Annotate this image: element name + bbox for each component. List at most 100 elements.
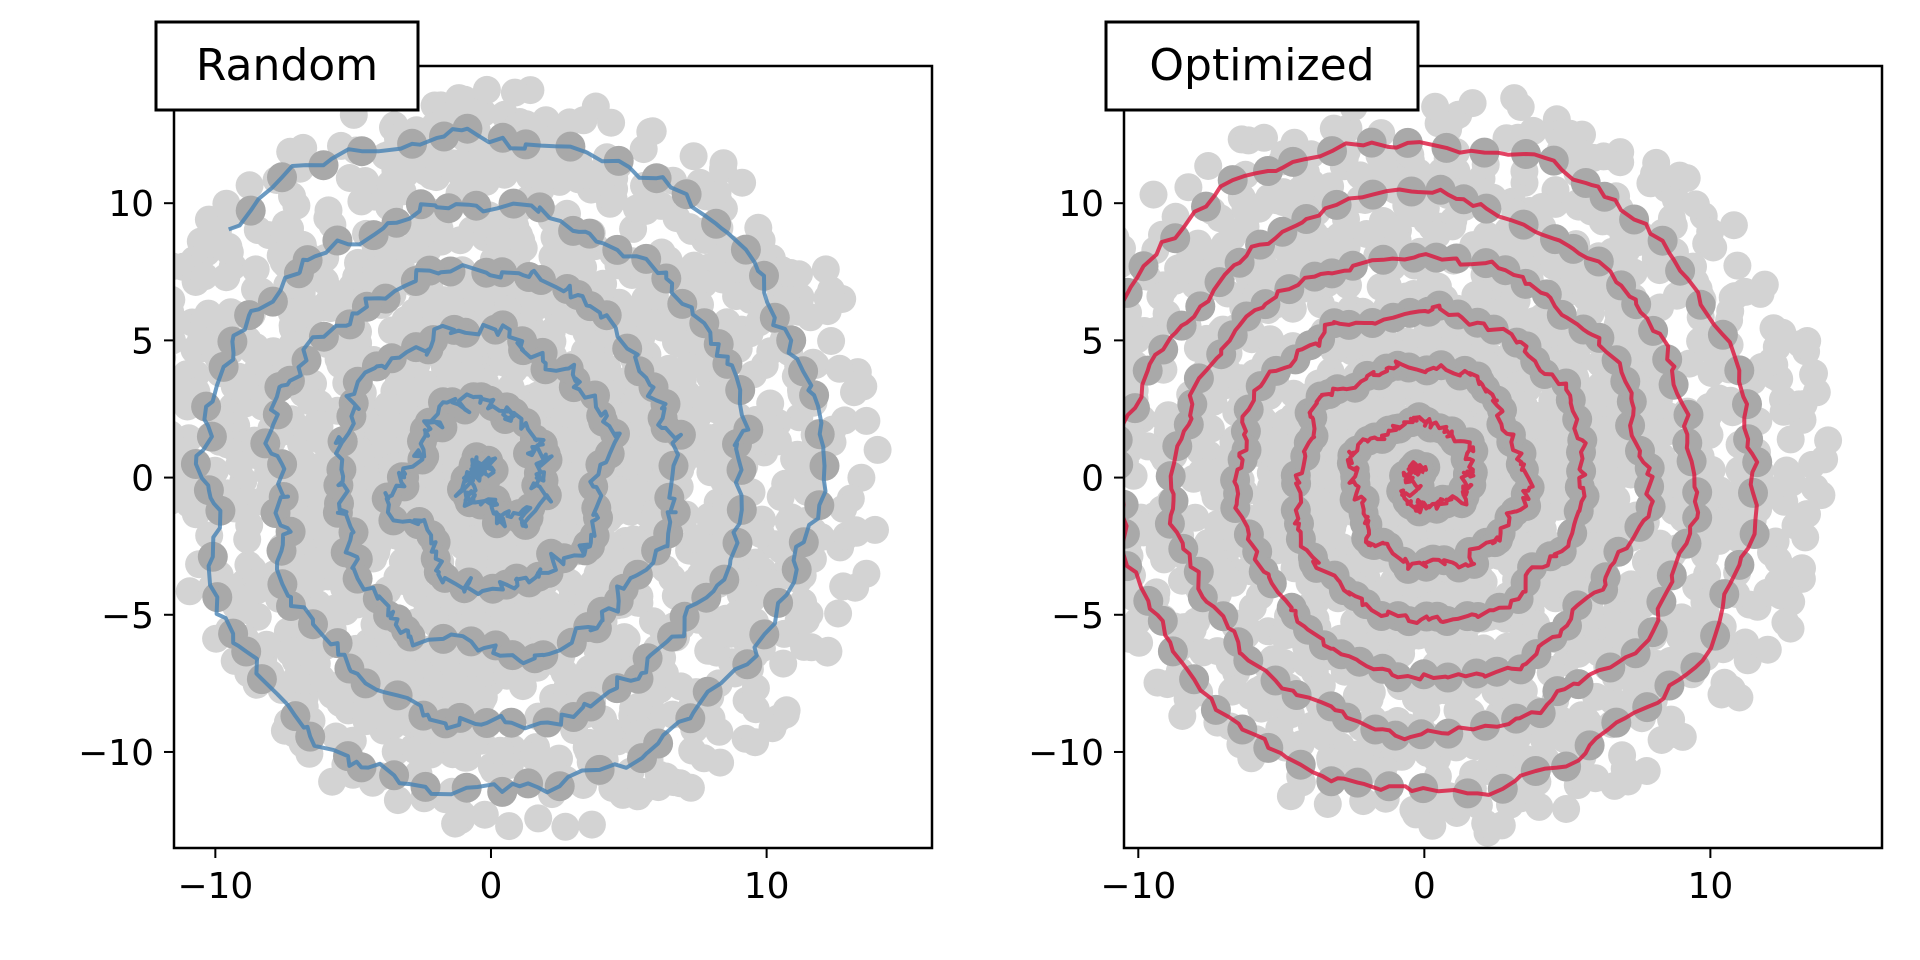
unvisited-point <box>109 373 137 401</box>
unvisited-point <box>1530 726 1558 754</box>
unvisited-point <box>627 778 655 806</box>
unvisited-point <box>578 811 606 839</box>
x-tick-label: 0 <box>480 866 503 907</box>
unvisited-point <box>677 774 705 802</box>
unvisited-point <box>575 729 603 757</box>
unvisited-point <box>445 84 473 112</box>
unvisited-point <box>1032 406 1060 434</box>
unvisited-point <box>384 786 412 814</box>
unvisited-point <box>276 215 304 243</box>
unvisited-point <box>1020 376 1048 404</box>
unvisited-point <box>784 441 812 469</box>
unvisited-point <box>1080 523 1108 551</box>
unvisited-point <box>305 410 333 438</box>
unvisited-point <box>1791 523 1819 551</box>
unvisited-point <box>1236 194 1264 222</box>
unvisited-point <box>728 169 756 197</box>
unvisited-point <box>1123 325 1151 353</box>
unvisited-point <box>1778 468 1806 496</box>
unvisited-point <box>1568 701 1596 729</box>
unvisited-point <box>551 813 579 841</box>
unvisited-point <box>1725 684 1753 712</box>
unvisited-point <box>1696 218 1724 246</box>
unvisited-point <box>1758 347 1786 375</box>
unvisited-point <box>741 728 769 756</box>
unvisited-point <box>1374 272 1402 300</box>
unvisited-point <box>597 109 625 137</box>
unvisited-point <box>1194 529 1222 557</box>
unvisited-point <box>383 563 411 591</box>
unvisited-point <box>107 416 135 444</box>
unvisited-point <box>1353 220 1381 248</box>
unvisited-point <box>282 665 310 693</box>
unvisited-point <box>501 79 529 107</box>
unvisited-point <box>1075 383 1103 411</box>
unvisited-point <box>1768 319 1796 347</box>
unvisited-point <box>140 430 168 458</box>
unvisited-point <box>236 171 264 199</box>
unvisited-point <box>1471 809 1499 837</box>
unvisited-point <box>1261 428 1289 456</box>
unvisited-point <box>1087 396 1115 424</box>
unvisited-point <box>1035 386 1063 414</box>
unvisited-point <box>1146 282 1174 310</box>
random-title-box: Random <box>156 22 418 110</box>
unvisited-point <box>95 417 123 445</box>
unvisited-point <box>133 400 161 428</box>
unvisited-point <box>1642 149 1670 177</box>
unvisited-point <box>723 600 751 628</box>
unvisited-point <box>376 170 404 198</box>
unvisited-point <box>315 196 343 224</box>
unvisited-point <box>190 262 218 290</box>
unvisited-point <box>814 639 842 667</box>
unvisited-point <box>1682 190 1710 218</box>
unvisited-point <box>678 737 706 765</box>
unvisited-point <box>495 812 523 840</box>
unvisited-point <box>336 164 364 192</box>
unvisited-point <box>436 288 464 316</box>
unvisited-point <box>817 327 845 355</box>
unvisited-point <box>1500 84 1528 112</box>
unvisited-point <box>1790 390 1818 418</box>
unvisited-point <box>1256 325 1284 353</box>
unvisited-point <box>137 388 165 416</box>
unvisited-point <box>89 431 117 459</box>
unvisited-point <box>694 637 722 665</box>
unvisited-point <box>639 117 667 145</box>
unvisited-point <box>1188 458 1216 486</box>
unvisited-point <box>600 185 628 213</box>
unvisited-point <box>276 638 304 666</box>
unvisited-point <box>1697 359 1725 387</box>
unvisited-point <box>244 576 272 604</box>
unvisited-point <box>1421 93 1449 121</box>
unvisited-point <box>722 282 750 310</box>
unvisited-point <box>102 398 130 426</box>
random-title: Random <box>196 40 378 91</box>
unvisited-point <box>824 600 852 628</box>
unvisited-point <box>675 353 703 381</box>
unvisited-point <box>699 507 727 535</box>
unvisited-point <box>1237 682 1265 710</box>
random-plot-area <box>89 76 892 841</box>
unvisited-point <box>1720 211 1748 239</box>
unvisited-point <box>773 696 801 724</box>
unvisited-point <box>1608 741 1636 769</box>
y-tick-label: 10 <box>108 184 154 225</box>
unvisited-point <box>1731 278 1759 306</box>
unvisited-point <box>519 742 547 770</box>
unvisited-point <box>1077 520 1105 548</box>
unvisited-point <box>326 689 354 717</box>
y-tick-label: −10 <box>78 733 154 774</box>
unvisited-point <box>111 377 139 405</box>
unvisited-point <box>1777 615 1805 643</box>
unvisited-point <box>535 590 563 618</box>
x-tick-label: 10 <box>744 866 790 907</box>
unvisited-point <box>1093 433 1121 461</box>
unvisited-point <box>157 286 185 314</box>
unvisited-point <box>1086 559 1114 587</box>
unvisited-point <box>1648 726 1676 754</box>
unvisited-point <box>1614 768 1642 796</box>
unvisited-point <box>528 383 556 411</box>
